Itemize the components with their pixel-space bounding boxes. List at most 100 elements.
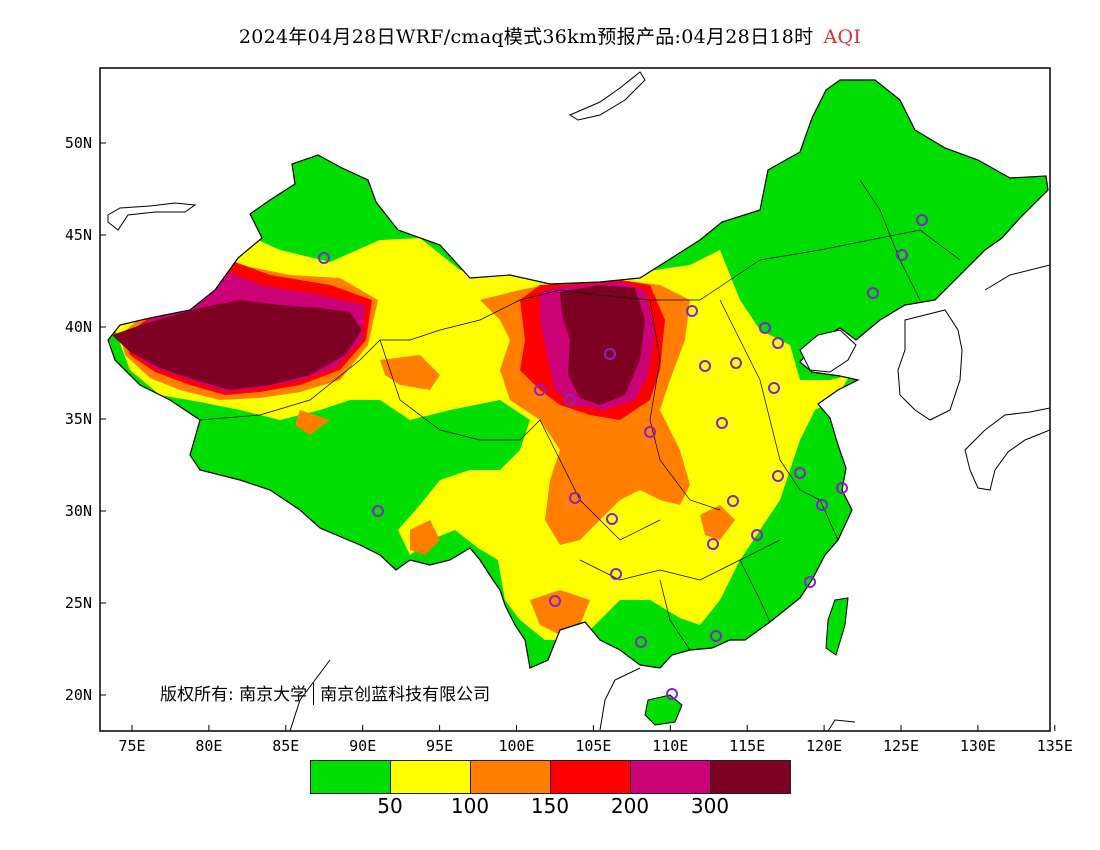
legend-swatch (631, 761, 711, 793)
boundary-hebei-shandong (719, 299, 781, 461)
lon-tick-label: 110E (652, 737, 688, 755)
station-shanghai (836, 482, 848, 494)
boundary-qinghai (379, 339, 541, 441)
station-urumqi (318, 252, 330, 264)
title-main: 2024年04月28日WRF/cmaq模式36km预报产品:04月28日18时 (238, 26, 814, 48)
copyright-separator (313, 683, 315, 705)
lat-tick-label: 50N (65, 134, 92, 152)
station-nanjing (794, 467, 806, 479)
station-tianjin (772, 337, 784, 349)
lat-tick-label: 45N (65, 226, 92, 244)
aqi-legend-labels: 50 100 150 200 300 (0, 792, 1100, 822)
lat-tick-label: 40N (65, 318, 92, 336)
map-title: 2024年04月28日WRF/cmaq模式36km预报产品:04月28日18时 A… (0, 22, 1100, 49)
station-nanchang (751, 529, 763, 541)
station-shenyang (867, 287, 879, 299)
coastline-japan (964, 407, 1050, 491)
station-wuhan (727, 495, 739, 507)
station-hangzhou (816, 499, 828, 511)
station-changchun (896, 249, 908, 261)
coastline-vietnam (599, 667, 641, 731)
copyright-org-nju: 南京大学 (239, 685, 308, 705)
station-changsha (707, 538, 719, 550)
station-haikou (666, 688, 678, 700)
station-yinchuan (604, 348, 616, 360)
lon-tick-label: 75E (118, 737, 145, 755)
aqi-legend-colorbar (310, 760, 791, 794)
coastline-myanmar (289, 659, 331, 731)
coastline-luzon (827, 719, 856, 731)
station-lanzhou (564, 394, 576, 406)
station-kunming (549, 595, 561, 607)
lon-tick-label: 80E (195, 737, 222, 755)
station-guiyang (610, 568, 622, 580)
foreign-coastlines (107, 71, 1050, 731)
lat-tick-label: 20N (65, 686, 92, 704)
boundary-zhejiang (779, 459, 839, 541)
legend-swatch (551, 761, 631, 793)
coastline-lake-baikal (568, 71, 646, 121)
title-variable: AQI (823, 26, 862, 48)
island-hainan (644, 694, 683, 726)
lon-tick-label: 105E (575, 737, 611, 755)
boundary-inner-mongolia (519, 259, 761, 301)
station-harbin (916, 214, 928, 226)
lon-tick-label: 95E (426, 737, 453, 755)
station-shijiazhuang (730, 357, 742, 369)
lat-tick-label: 35N (65, 410, 92, 428)
lon-tick-label: 85E (272, 737, 299, 755)
lon-tick-label: 120E (806, 737, 842, 755)
lon-tick-label: 135E (1037, 737, 1073, 755)
longitude-axis: 75E 80E 85E 90E 95E 100E 105E 110E 115E 120E 125E 1… (118, 725, 1073, 755)
station-xian (644, 426, 656, 438)
station-hefei (772, 470, 784, 482)
station-hohhot (686, 305, 698, 317)
copyright-org-nanjing-chuanglan: 南京创蓝科技有限公司 (320, 685, 491, 705)
coastline-balkhash (107, 202, 197, 231)
legend-threshold-label: 300 (690, 794, 730, 818)
boundary-fujian (739, 559, 771, 623)
lon-tick-label: 125E (883, 737, 919, 755)
copyright-prefix: 版权所有: (160, 685, 234, 705)
legend-swatch (311, 761, 391, 793)
boundary-guangxi (659, 579, 691, 651)
aqi-level-hazardous (112, 285, 645, 405)
island-taiwan (825, 597, 849, 656)
legend-threshold-label: 150 (530, 794, 570, 818)
latitude-axis: 50N 45N 40N 35N 30N 25N 20N (65, 134, 106, 704)
station-lhasa (372, 505, 384, 517)
lat-tick-label: 30N (65, 502, 92, 520)
lon-tick-label: 130E (960, 737, 996, 755)
legend-threshold-label: 100 (450, 794, 490, 818)
legend-swatch (391, 761, 471, 793)
lon-tick-label: 90E (349, 737, 376, 755)
station-fuzhou (804, 576, 816, 588)
province-boundaries (199, 179, 961, 651)
station-chengdu (569, 492, 581, 504)
legend-swatch (471, 761, 551, 793)
station-chongqing (606, 513, 618, 525)
lon-tick-label: 115E (729, 737, 765, 755)
lon-tick-label: 100E (498, 737, 534, 755)
boundary-northeast (759, 229, 961, 261)
coastline-russia (984, 264, 1050, 291)
bohai-sea (799, 329, 857, 373)
copyright-notice: 版权所有: 南京大学 南京创蓝科技有限公司 (160, 680, 490, 705)
boundary-shanxi-henan (649, 299, 721, 511)
station-beijing (759, 322, 771, 334)
station-guangzhou (710, 630, 722, 642)
legend-threshold-label: 200 (610, 794, 650, 818)
city-stations (318, 214, 928, 700)
boundary-south (579, 539, 781, 581)
station-jinan (768, 382, 780, 394)
boundary-jilin (859, 179, 921, 301)
station-zhengzhou (716, 417, 728, 429)
legend-swatch (711, 761, 790, 793)
legend-threshold-label: 50 (377, 794, 403, 818)
station-nanning (635, 636, 647, 648)
station-xining (534, 384, 546, 396)
lat-tick-label: 25N (65, 594, 92, 612)
boundary-sichuan (539, 419, 661, 541)
coastline-korea (897, 309, 963, 421)
